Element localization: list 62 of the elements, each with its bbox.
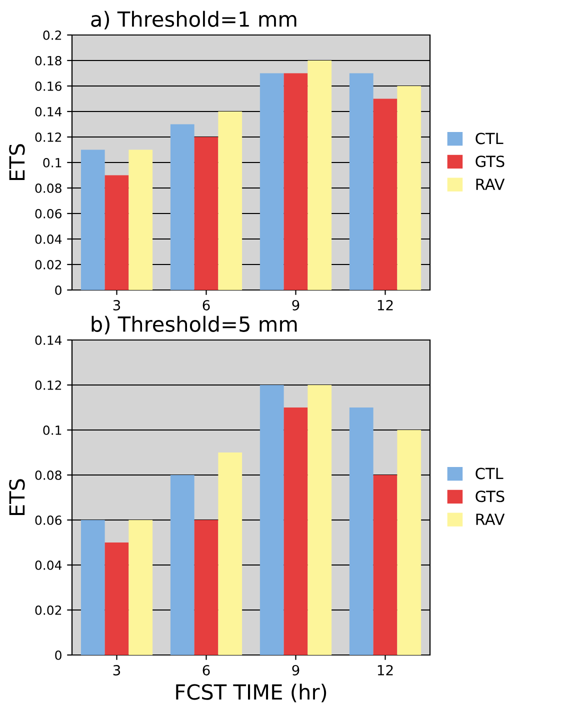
- legend-label: CTL: [476, 132, 504, 144]
- legend-label: GTS: [476, 490, 504, 502]
- bar: [308, 60, 332, 290]
- bar: [104, 175, 129, 290]
- legend-label: GTS: [476, 156, 504, 168]
- bar: [218, 452, 242, 655]
- x-tick-label: 6: [202, 664, 210, 676]
- y-tick-label: 0.08: [35, 183, 62, 193]
- y-tick-label: 0.14: [35, 106, 62, 116]
- bar: [284, 73, 308, 290]
- bar: [218, 112, 242, 290]
- legend-label: CTL: [476, 468, 504, 480]
- bar: [349, 73, 374, 290]
- bar: [194, 520, 218, 655]
- y-tick-label: 0.08: [35, 470, 62, 480]
- x-tick-label: 9: [292, 664, 300, 676]
- x-tick-label: 3: [113, 664, 120, 676]
- legend-label: RAV: [476, 514, 505, 525]
- bar: [284, 408, 308, 655]
- y-tick-label: 0.02: [35, 260, 62, 270]
- x-tick-label: 12: [378, 664, 393, 676]
- bar: [308, 385, 332, 655]
- y-tick-label: 0.18: [35, 56, 62, 66]
- bar: [128, 520, 153, 655]
- bar: [170, 124, 194, 290]
- bar: [373, 98, 398, 290]
- bar: [397, 86, 422, 290]
- bar: [397, 430, 422, 655]
- y-tick-label: 0.06: [35, 515, 62, 525]
- y-tick-label: 0.12: [35, 380, 62, 390]
- y-tick-label: 0.12: [35, 132, 62, 142]
- bar: [260, 73, 284, 290]
- bar: [349, 408, 374, 655]
- bar: [104, 542, 129, 655]
- bar: [373, 475, 398, 655]
- y-tick-label: 0: [55, 285, 62, 295]
- bar: [80, 520, 105, 655]
- y-axis-title: ETS: [9, 144, 25, 180]
- chart-title: a) Threshold=1 mm: [91, 10, 296, 30]
- x-tick-label: 6: [202, 300, 210, 310]
- y-tick-label: 0.2: [43, 30, 62, 40]
- y-tick-label: 0.04: [35, 560, 62, 570]
- x-tick-label: 12: [378, 300, 393, 310]
- x-axis-title: FCST TIME (hr): [176, 684, 326, 702]
- bar: [194, 137, 218, 290]
- x-tick-label: 9: [292, 300, 300, 310]
- y-tick-label: 0.02: [35, 605, 62, 615]
- bar: [170, 475, 194, 655]
- y-tick-label: 0.1: [43, 425, 62, 435]
- y-tick-label: 0.16: [35, 81, 62, 91]
- chart-title: b) Threshold=5 mm: [92, 316, 297, 334]
- legend-label: RAV: [476, 178, 505, 190]
- y-tick-label: 0.04: [35, 234, 62, 244]
- y-tick-label: 0: [55, 650, 62, 660]
- bar: [128, 150, 153, 290]
- y-tick-label: 0.06: [35, 208, 62, 218]
- y-tick-label: 0.14: [35, 335, 62, 345]
- x-tick-label: 3: [113, 300, 120, 310]
- y-tick-label: 0.1: [43, 158, 62, 168]
- bar: [260, 385, 284, 655]
- bar: [80, 150, 105, 290]
- y-axis-title: ETS: [9, 479, 25, 516]
